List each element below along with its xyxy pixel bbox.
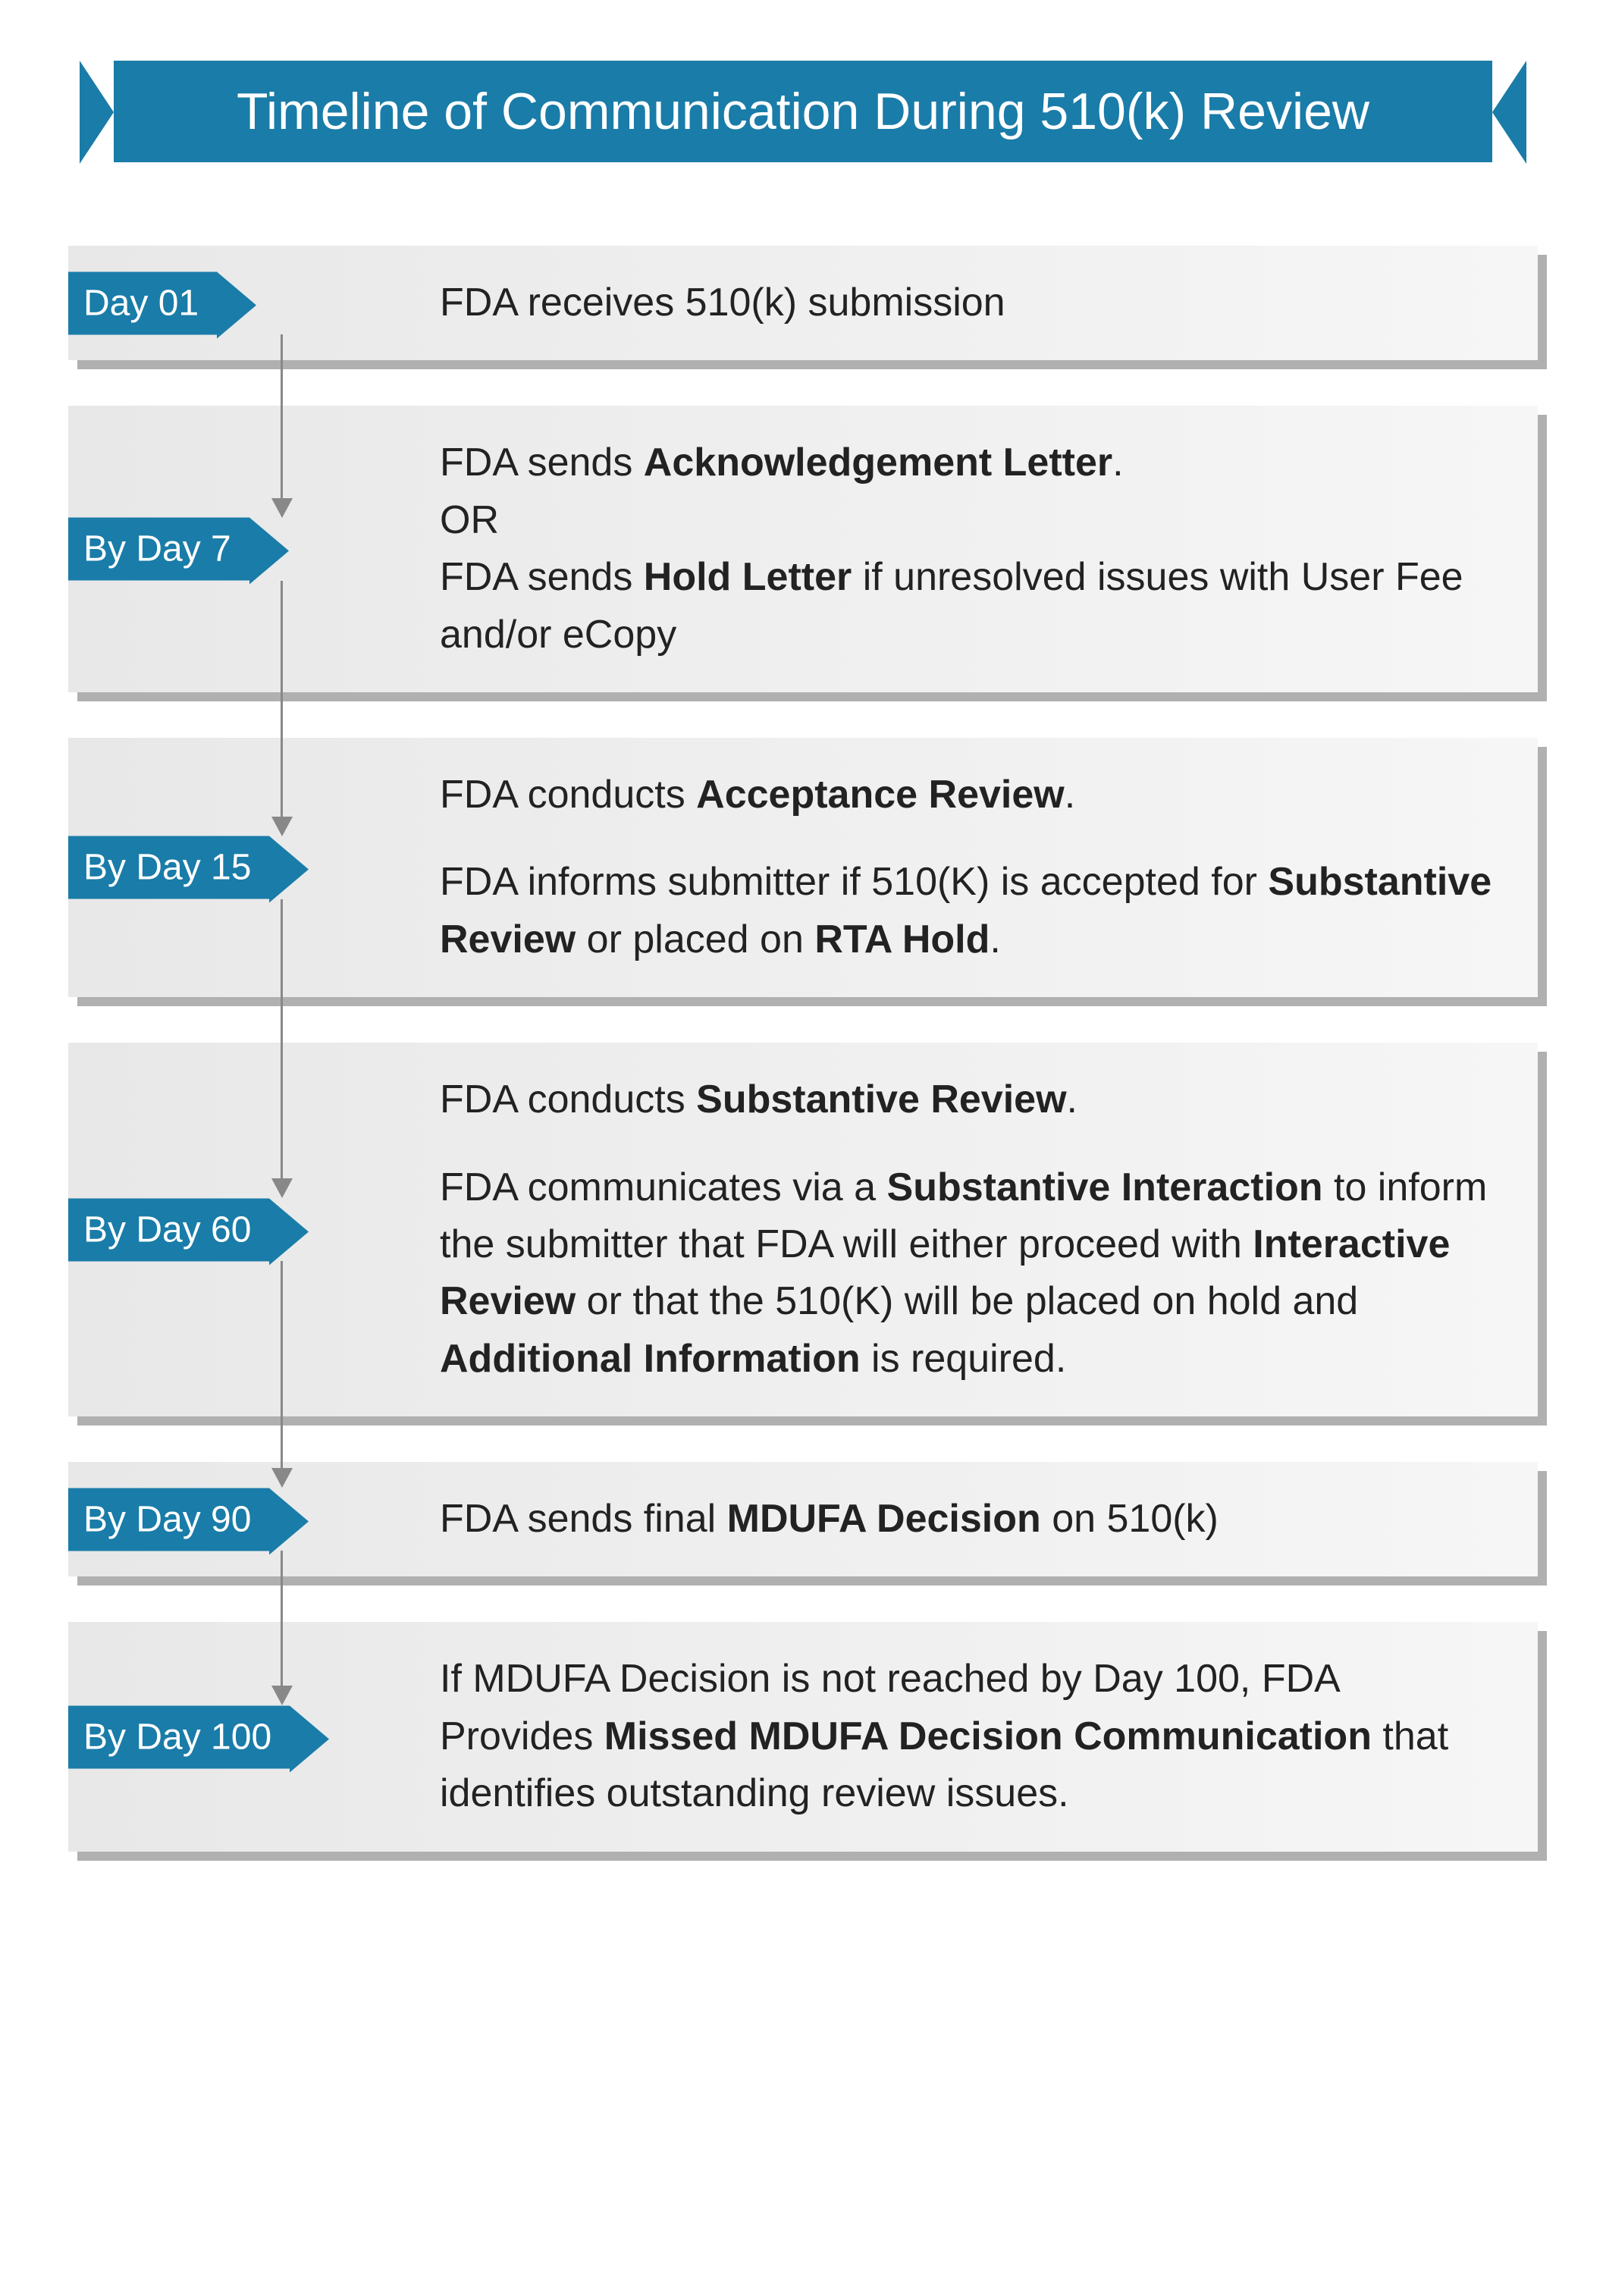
timeline-step: FDA conducts Substantive Review.FDA comm… [68, 1043, 1538, 1416]
timeline-step: FDA conducts Acceptance Review.FDA infor… [68, 738, 1538, 997]
day-tag: By Day 7 [68, 518, 249, 581]
day-tag: Day 01 [68, 271, 217, 334]
arrowhead-icon [271, 817, 293, 836]
page-title: Timeline of Communication During 510(k) … [237, 83, 1369, 140]
day-tag: By Day 100 [68, 1705, 290, 1768]
arrowhead-icon [271, 1686, 293, 1705]
connector-line [281, 1261, 283, 1468]
timeline-container: FDA receives 510(k) submissionDay 01FDA … [68, 246, 1538, 1852]
day-tag: By Day 90 [68, 1488, 269, 1551]
connector-line [281, 334, 283, 497]
step-text: If MDUFA Decision is not reached by Day … [440, 1651, 1500, 1822]
connector-line [281, 581, 283, 817]
arrowhead-icon [271, 498, 293, 518]
step-text: FDA sends final MDUFA Decision on 510(k) [440, 1491, 1500, 1548]
title-banner: Timeline of Communication During 510(k) … [114, 61, 1492, 162]
timeline-step: FDA receives 510(k) submission Day 01 [68, 246, 1538, 360]
timeline-step: FDA sends Acknowledgement Letter.ORFDA s… [68, 406, 1538, 692]
connector-line [281, 1551, 283, 1686]
timeline-step: If MDUFA Decision is not reached by Day … [68, 1622, 1538, 1851]
day-tag: By Day 60 [68, 1198, 269, 1261]
arrowhead-icon [271, 1178, 293, 1198]
day-tag: By Day 15 [68, 836, 269, 899]
step-content-box: FDA receives 510(k) submission [68, 246, 1538, 360]
connector-line [281, 899, 283, 1179]
arrowhead-icon [271, 1468, 293, 1488]
step-text: FDA conducts Substantive Review.FDA comm… [440, 1071, 1500, 1388]
step-text: FDA conducts Acceptance Review.FDA infor… [440, 767, 1500, 968]
step-text: FDA receives 510(k) submission [440, 274, 1500, 331]
step-text: FDA sends Acknowledgement Letter.ORFDA s… [440, 434, 1500, 663]
